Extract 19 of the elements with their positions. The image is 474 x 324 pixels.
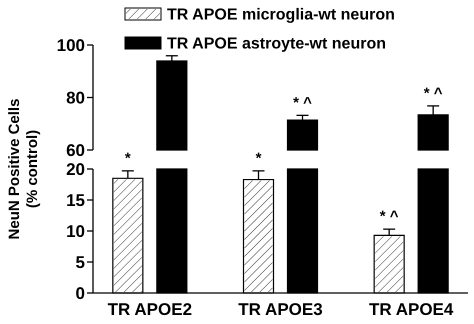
y-tick-label: 20	[66, 160, 85, 179]
legend-label: TR APOE microglia-wt neuron	[167, 6, 395, 24]
annotation: * ^	[293, 94, 312, 112]
y-tick-label: 60	[66, 140, 85, 160]
annotation: * ^	[424, 84, 443, 102]
y-tick-label: 15	[66, 190, 85, 210]
y-axis-title: NeuN Positive Cells (% control)	[6, 98, 41, 240]
y-tick-label: 0	[76, 284, 85, 303]
y-tick-label: 80	[66, 88, 85, 108]
annotation: *	[256, 150, 262, 167]
x-tick-label: TR APOE3	[238, 300, 323, 319]
y-tick-label: 10	[66, 222, 85, 241]
x-tick-label: TR APOE2	[108, 300, 192, 319]
legend-label: TR APOE astroyte-wt neuron	[167, 36, 386, 53]
annotation: * ^	[380, 208, 399, 226]
x-tick-label: TR APOE4	[368, 300, 454, 319]
annotation: *	[124, 150, 131, 167]
y-tick-label: 100	[56, 36, 85, 55]
y-tick-label: 5	[76, 252, 85, 272]
